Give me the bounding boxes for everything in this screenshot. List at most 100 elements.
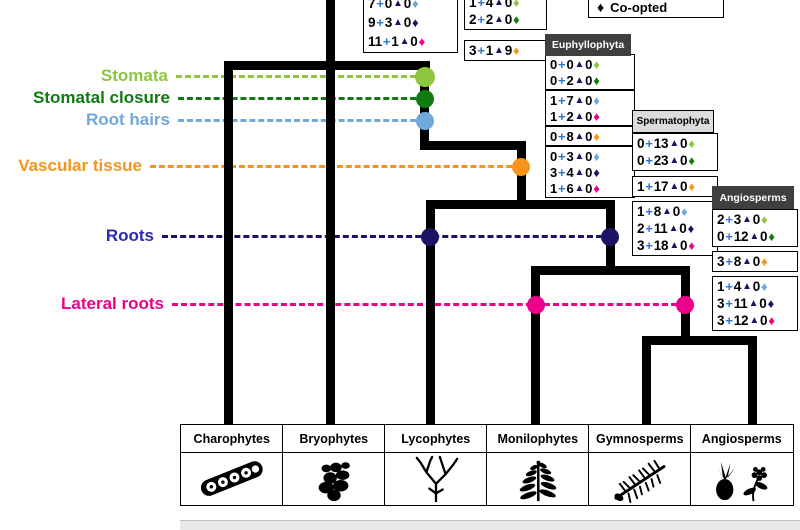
coopted-count: 0: [752, 212, 761, 227]
gene-box-angiosperms-1: 2 +3 ▲ 0 ♦ 0 +12 ▲ 0 ♦: [712, 209, 798, 247]
stomatal-closure-node: [416, 90, 434, 108]
coopted-count: 0: [585, 108, 593, 124]
root-hairs-dashed-line: [178, 119, 416, 122]
gained-plus-icon: +: [558, 72, 566, 88]
coopted-diamond-icon: ♦: [767, 296, 775, 311]
lost-count: 3: [384, 15, 393, 30]
gained-count: 1: [469, 0, 477, 10]
coopted-diamond-icon: ♦: [761, 212, 768, 227]
gene-count-row: 3 +12 ▲ 0 ♦: [715, 312, 795, 329]
lost-triangle-icon: ▲: [494, 45, 504, 56]
lost-count: 1: [391, 34, 399, 49]
tree-euphyllophyte-split: [531, 266, 690, 275]
lost-triangle-icon: ▲: [742, 214, 752, 225]
gene-count-row: 9 +3 ▲ 0 ♦: [366, 13, 455, 32]
gene-count-row: 1 +17 ▲ 0 ♦: [635, 178, 715, 195]
gene-count-row: 0 +23 ▲ 0 ♦: [635, 152, 715, 169]
cropped-bottom-strip: [180, 520, 800, 530]
lost-count: 7: [566, 92, 574, 108]
coopted-diamond-icon: ♦: [688, 238, 695, 253]
coopted-diamond-icon: ♦: [761, 279, 768, 294]
coopted-count: 0: [585, 72, 593, 88]
lost-triangle-icon: ▲: [574, 94, 585, 106]
taxa-table: Charophytes Bryophytes: [180, 424, 800, 506]
gained-plus-icon: +: [645, 153, 653, 168]
charophytes-silhouette: [180, 453, 284, 506]
coopted-count: 0: [680, 153, 688, 168]
gene-count-row: 2 +3 ▲ 0 ♦: [715, 211, 795, 228]
gained-plus-icon: +: [558, 180, 566, 196]
coopted-count: 0: [504, 0, 513, 10]
gene-box-angiosperms-3: 1 +4 ▲ 0 ♦ 3 +11 ▲ 0 ♦ 3 +12 ▲ 0 ♦: [712, 276, 798, 331]
gained-plus-icon: +: [725, 313, 733, 328]
lost-count: 4: [566, 164, 574, 180]
gene-box-spermatophyta-3: 1 +8 ▲ 0 ♦ 2 +11 ▲ 0 ♦ 3 +18 ▲ 0 ♦: [632, 201, 718, 256]
coopted-count: 0: [679, 221, 687, 236]
gained-count: 3: [637, 238, 645, 253]
roots-dashed-line: [162, 235, 602, 238]
lost-count: 12: [733, 229, 749, 244]
gained-plus-icon: +: [645, 221, 653, 236]
gene-count-row: 0 +0 ▲ 0 ♦: [548, 56, 632, 72]
coopted-diamond-icon: ♦: [412, 0, 419, 11]
legend-coopted-label: Co-opted: [610, 0, 668, 15]
tree-branch-angiosperms: [748, 336, 757, 424]
gained-plus-icon: +: [558, 128, 566, 144]
taxon-label-angiosperms: Angiosperms: [690, 424, 794, 453]
gene-count-row: 0 +8 ▲ 0 ♦: [548, 128, 632, 144]
taxon-label-monilophytes: Monilophytes: [486, 424, 590, 453]
gene-count-row: 1 +4 ▲ 0 ♦: [715, 278, 795, 295]
taxon-label-lycophytes: Lycophytes: [384, 424, 488, 453]
gene-box-spermatophyta-2: 1 +17 ▲ 0 ♦: [632, 176, 718, 197]
stomatal-closure-label: Stomatal closure: [33, 88, 170, 107]
gene-count-row: 0 +2 ▲ 0 ♦: [548, 72, 632, 88]
gained-plus-icon: +: [477, 12, 485, 27]
lost-triangle-icon: ▲: [669, 240, 680, 251]
taxa-column-gymnosperms: Gymnosperms: [588, 424, 692, 506]
lost-triangle-icon: ▲: [669, 181, 680, 192]
lost-count: 11: [733, 296, 748, 311]
gained-count: 3: [469, 43, 477, 58]
coopted-diamond-icon: ♦: [688, 179, 695, 194]
gene-count-row: 0 +13 ▲ 0 ♦: [635, 135, 715, 152]
lost-count: 8: [653, 204, 662, 219]
coopted-diamond-icon: ♦: [687, 221, 695, 236]
gene-count-row: 1 +8 ▲ 0 ♦: [635, 203, 715, 220]
lost-count: 3: [733, 212, 742, 227]
monilophytes-silhouette: [486, 453, 590, 506]
coopted-diamond-icon: ♦: [681, 204, 688, 219]
coopted-count: 0: [403, 15, 412, 30]
coopted-count: 0: [585, 128, 593, 144]
gene-count-row: 3 +8 ▲ 0 ♦: [715, 253, 795, 270]
gained-plus-icon: +: [477, 0, 485, 10]
coopted-diamond-icon: ♦: [597, 0, 605, 15]
lateral-roots-node-spermatophyte: [676, 296, 694, 314]
tree-branch-charophytes: [224, 61, 233, 424]
gene-count-row: 7 +0 ▲ 0 ♦: [366, 0, 455, 13]
coopted-diamond-icon: ♦: [688, 153, 695, 168]
tree-branch-bryophytes: [326, 61, 335, 424]
gene-box-angiosperms-2: 3 +8 ▲ 0 ♦: [712, 251, 798, 272]
gained-plus-icon: +: [558, 164, 566, 180]
coopted-diamond-icon: ♦: [513, 0, 520, 10]
lost-triangle-icon: ▲: [669, 155, 680, 166]
coopted-count: 0: [760, 229, 768, 244]
coopted-diamond-icon: ♦: [593, 108, 600, 124]
stomata-label: Stomata: [100, 66, 168, 85]
coopted-count: 0: [752, 254, 761, 269]
gene-count-row: 1 +2 ▲ 0 ♦: [548, 108, 632, 124]
lost-triangle-icon: ▲: [399, 36, 410, 47]
lost-count: 2: [566, 72, 574, 88]
coopted-diamond-icon: ♦: [768, 229, 775, 244]
coopted-count: 0: [585, 92, 593, 108]
clade-header-angiosperms: Angiosperms: [712, 186, 794, 209]
lost-triangle-icon: ▲: [393, 17, 403, 28]
lost-triangle-icon: ▲: [574, 166, 585, 178]
gained-count: 0: [550, 148, 558, 164]
lost-count: 12: [733, 313, 749, 328]
lost-triangle-icon: ▲: [574, 182, 585, 194]
gained-count: 0: [717, 229, 725, 244]
gene-count-row: 1 +7 ▲ 0 ♦: [548, 92, 632, 108]
tree-spermatophyte-split: [642, 336, 757, 345]
